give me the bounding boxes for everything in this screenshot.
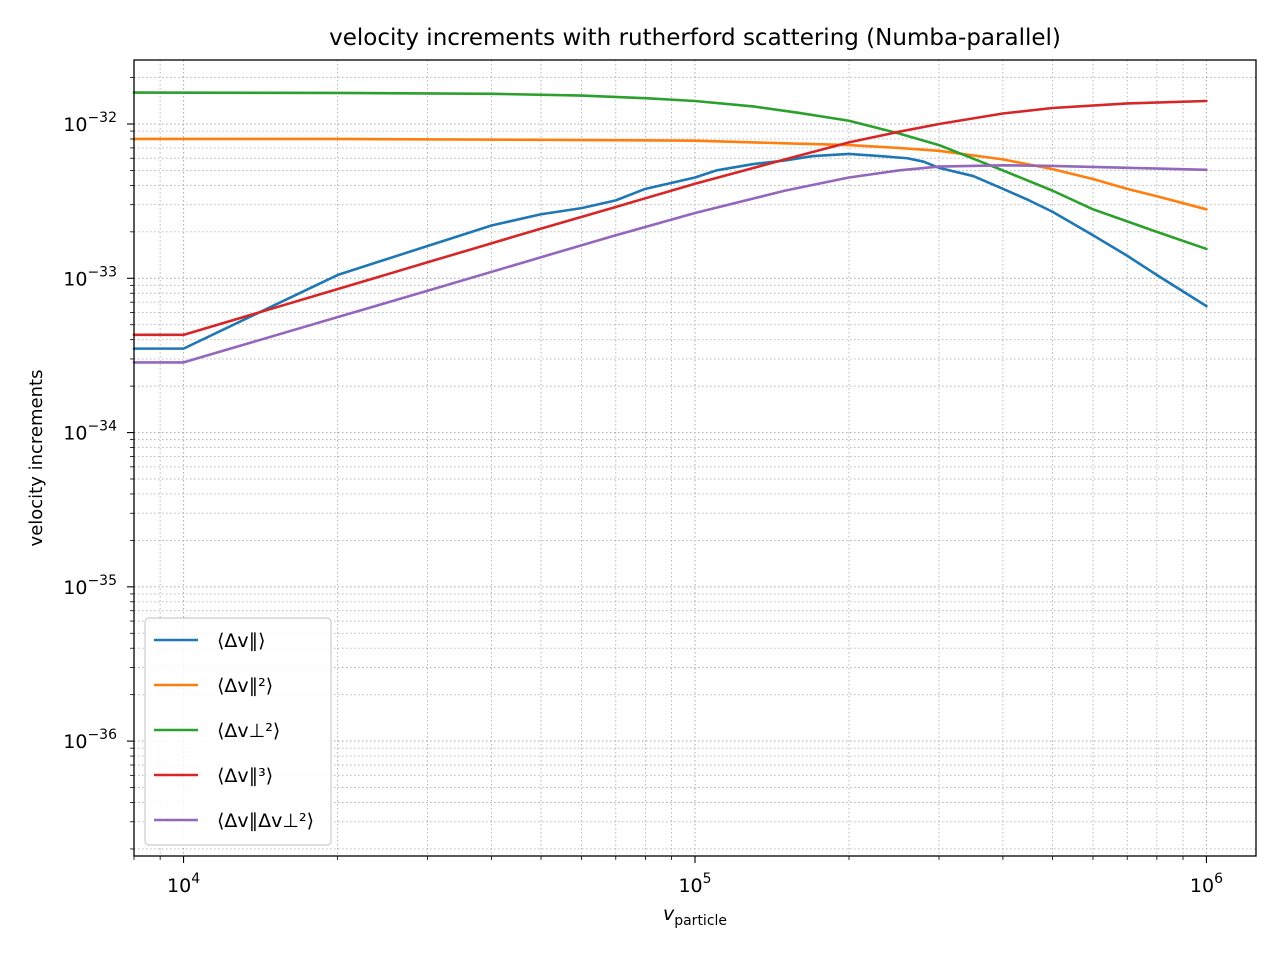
grid — [133, 60, 1256, 856]
x-tick-label: 104 — [167, 871, 200, 897]
legend-label: ⟨Δv⊥²⟩ — [217, 720, 280, 742]
ticks — [127, 77, 1207, 863]
y-tick-label: 10−36 — [63, 727, 117, 753]
y-tick-label: 10−32 — [63, 110, 117, 136]
x-axis-label: vparticle — [663, 903, 727, 929]
series-line-1 — [132, 152, 1208, 350]
legend-box — [144, 617, 332, 846]
x-tick-label: 105 — [678, 871, 711, 897]
y-tick-label: 10−35 — [63, 573, 117, 599]
legend-label: ⟨Δv∥Δv⊥²⟩ — [217, 810, 314, 832]
y-tick-label: 10−34 — [63, 419, 117, 445]
series-line-3 — [132, 91, 1208, 251]
series-layer — [132, 91, 1208, 364]
legend-label: ⟨Δv∥⟩ — [217, 630, 266, 652]
legend-label: ⟨Δv∥²⟩ — [217, 675, 273, 697]
series-line-4 — [132, 99, 1208, 337]
y-axis-label: velocity increments — [26, 370, 47, 547]
legend: ⟨Δv∥⟩ ⟨Δv∥²⟩ ⟨Δv⊥²⟩ ⟨Δv∥³⟩ ⟨Δv∥Δv⊥²⟩ — [144, 617, 332, 846]
x-tick-label: 106 — [1190, 871, 1223, 897]
chart-title: velocity increments with rutherford scat… — [329, 25, 1061, 51]
y-tick-label: 10−33 — [63, 264, 117, 290]
legend-label: ⟨Δv∥³⟩ — [217, 765, 273, 787]
series-line-5 — [132, 164, 1208, 364]
series-line-2 — [132, 137, 1208, 211]
